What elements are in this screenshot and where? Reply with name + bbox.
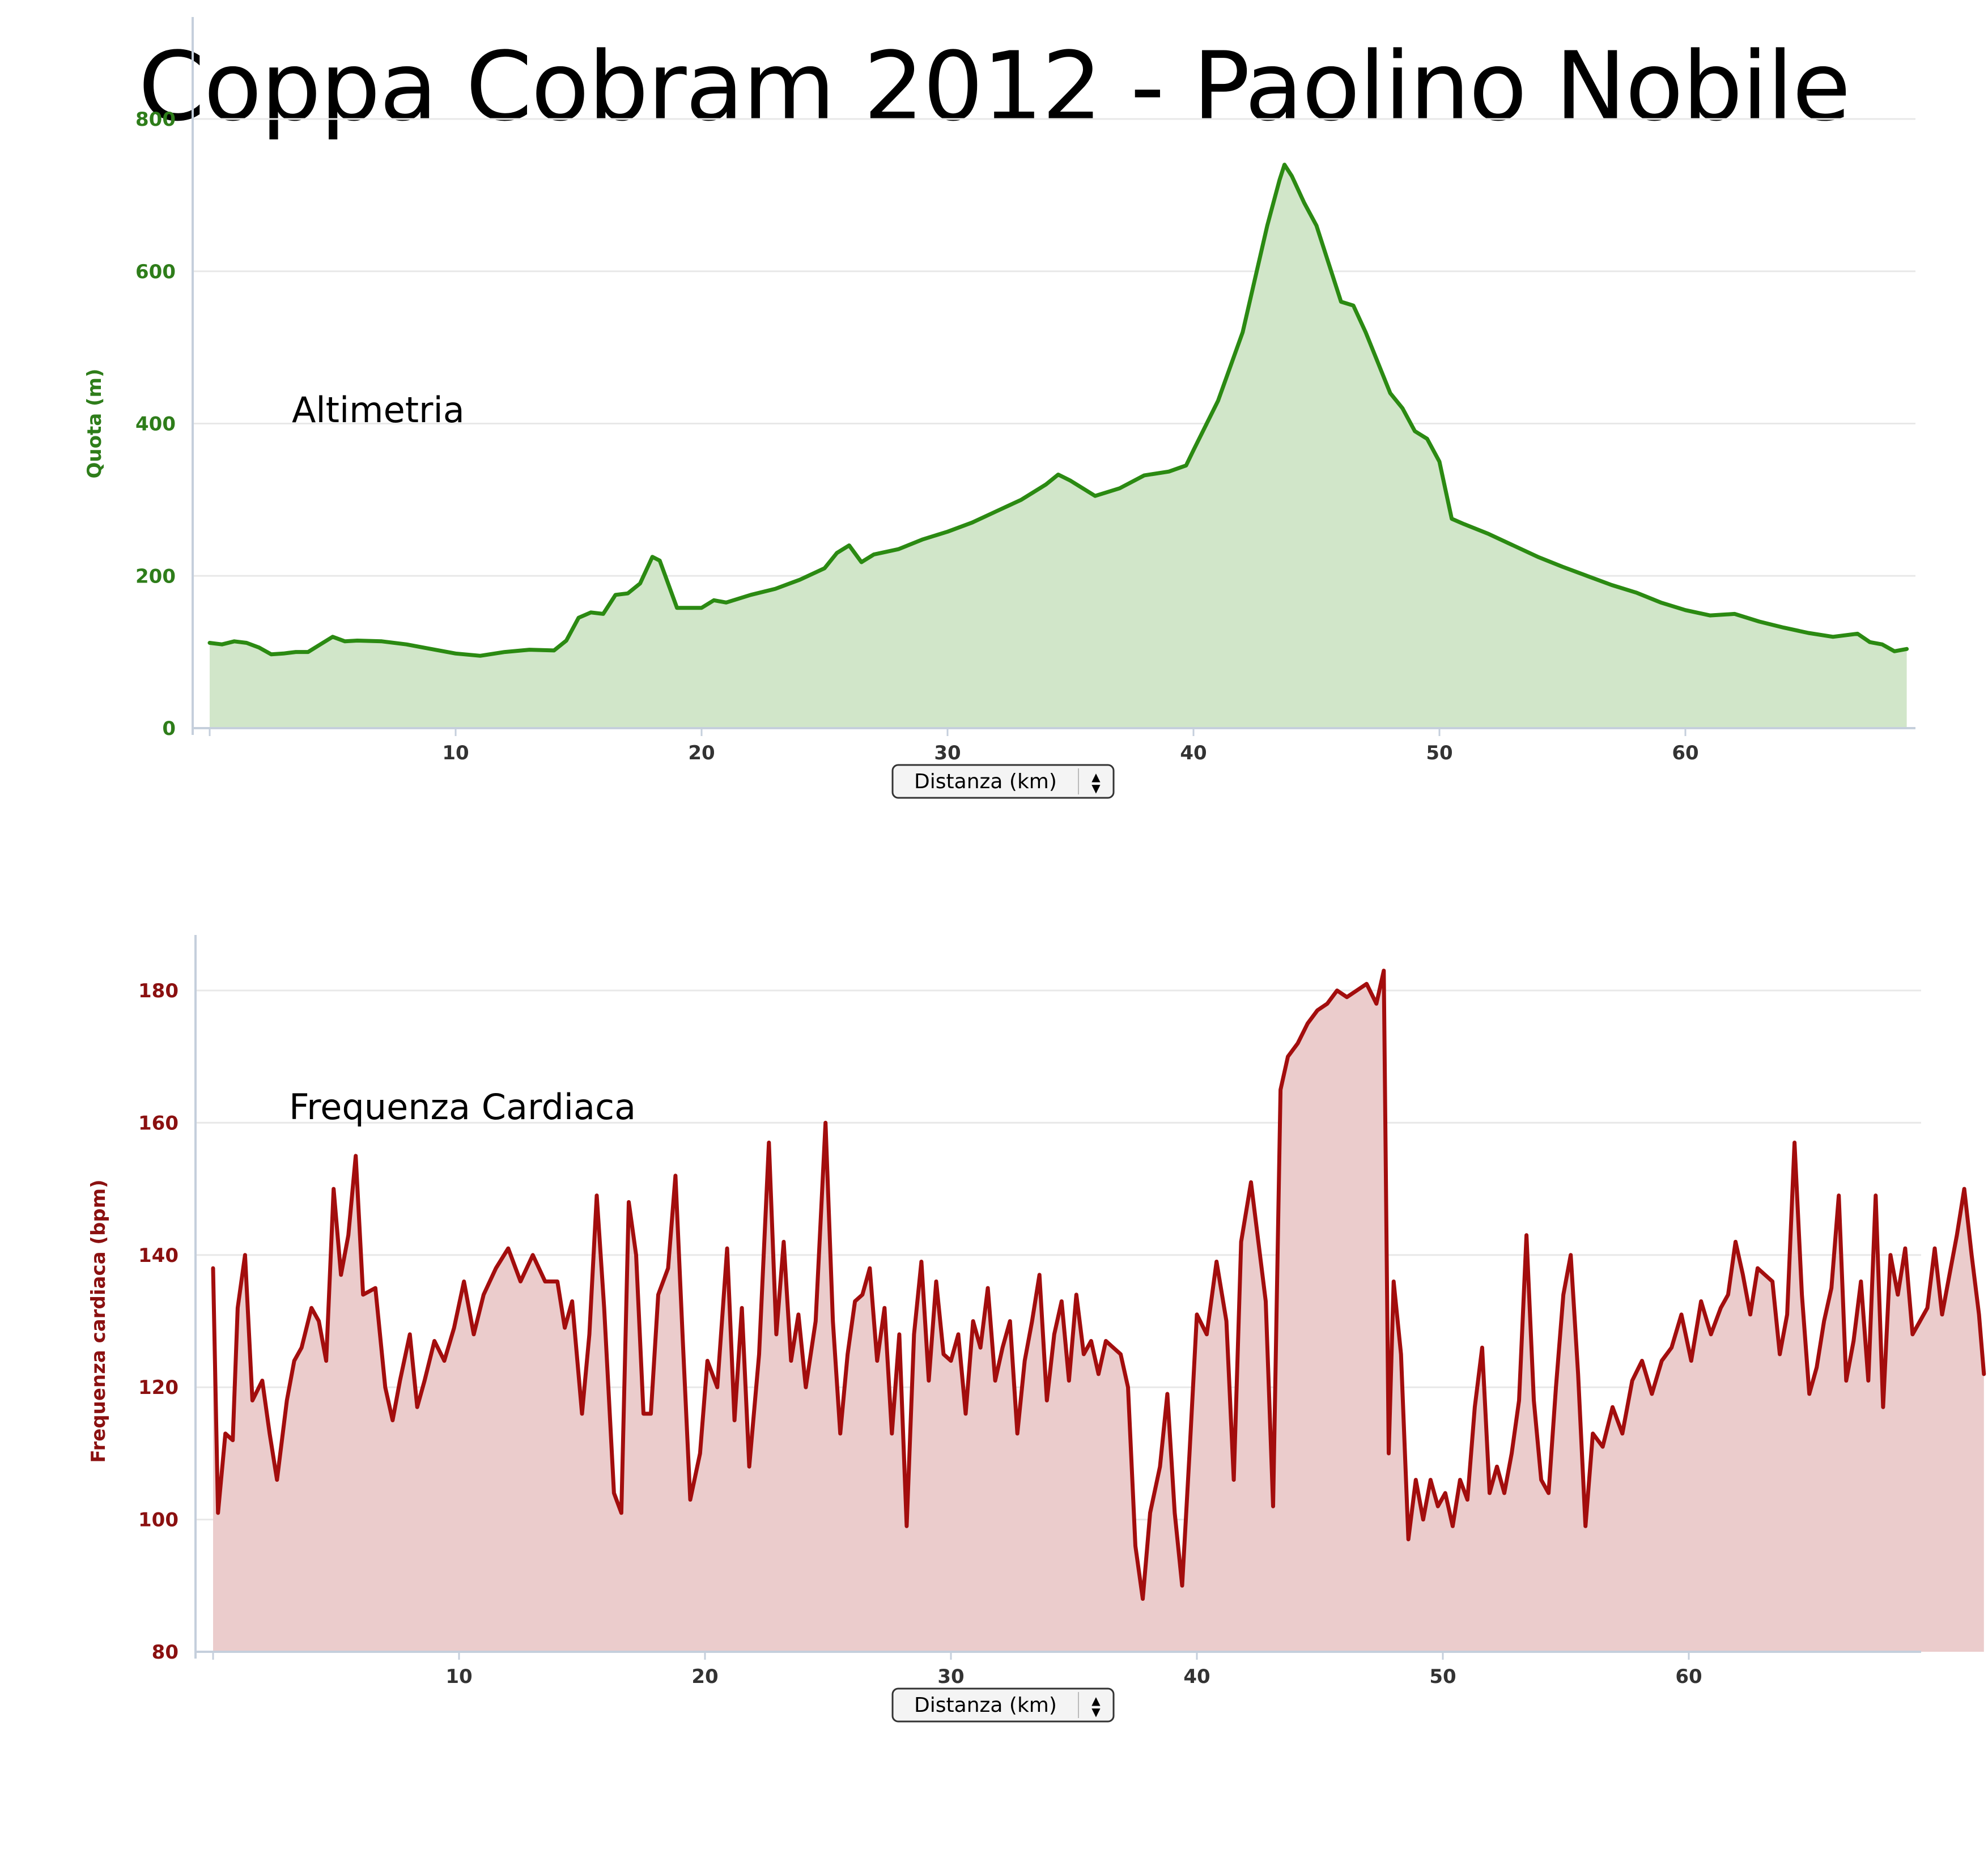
altimetria-y-tick-label: 200	[135, 565, 176, 588]
altimetria-y-tick-label: 800	[135, 108, 176, 131]
freq-x-tick-label: 30	[937, 1665, 964, 1688]
altimetria-y-axis-title: Quota (m)	[83, 368, 106, 478]
freq-x-tick-label: 40	[1183, 1665, 1210, 1688]
altimetria-x-axis-select[interactable]: Distanza (km) ▲▼	[891, 764, 1115, 799]
altimetria-gridlines	[193, 118, 1915, 577]
altimetria-annotation: Altimetria	[292, 389, 465, 431]
freq-select-label: Distanza (km)	[914, 1694, 1057, 1717]
freq-y-tick-label: 100	[138, 1509, 179, 1532]
altimetria-select-label: Distanza (km)	[914, 770, 1057, 793]
chevron-up-icon: ▲	[1091, 770, 1101, 784]
altimetria-x-tick-label: 40	[1180, 742, 1207, 764]
altimetria-y-tick-label: 0	[162, 717, 176, 740]
freq-y-tick-label: 160	[138, 1112, 179, 1134]
freq-x-tick-label: 50	[1429, 1665, 1456, 1688]
altimetria-x-tick-label: 60	[1672, 742, 1698, 764]
altimetria-select-box[interactable]	[891, 764, 1115, 799]
freq-y-tick-label: 120	[138, 1376, 179, 1399]
freq-y-tick-label: 80	[152, 1641, 179, 1664]
altimetria-x-tick-label: 30	[934, 742, 961, 764]
freq-y-axis-title: Frequenza cardiaca (bpm)	[87, 1179, 110, 1463]
freq-annotation: Frequenza Cardiaca	[289, 1086, 636, 1128]
freq-x-tick-label: 10	[445, 1665, 472, 1688]
freq-series-line	[211, 968, 1986, 1601]
altimetria-series-line	[207, 163, 1909, 658]
altimetria-x-tick-label: 50	[1426, 742, 1452, 764]
freq-x-tick-label: 60	[1675, 1665, 1702, 1688]
frequenza-cardiaca-chart: 80 100 120 140 160 180 10 20 30 40 50 60 Frequenza c…	[87, 935, 1986, 1723]
freq-select-box[interactable]	[891, 1687, 1115, 1723]
altimetria-area-fill	[210, 164, 1907, 729]
chevron-up-icon: ▲	[1091, 1694, 1101, 1707]
freq-x-tick-label: 20	[691, 1665, 718, 1688]
altimetria-chart: 0 200 400 600 800 10 20 30 40 50 60 Quota (m) Altime…	[83, 17, 1915, 799]
altimetria-y-tick-label: 400	[135, 413, 176, 436]
freq-y-tick-label: 180	[138, 980, 179, 1002]
freq-x-axis-select[interactable]: Distanza (km) ▲▼	[891, 1687, 1115, 1723]
chevron-down-icon: ▼	[1091, 781, 1101, 795]
altimetria-y-tick-label: 600	[135, 261, 176, 283]
altimetria-x-tick-label: 10	[442, 742, 469, 764]
page-title: Coppa Cobram 2012 - Paolino Nobile	[138, 31, 1851, 142]
altimetria-x-tick-label: 20	[688, 742, 715, 764]
chevron-down-icon: ▼	[1091, 1705, 1101, 1719]
freq-y-tick-label: 140	[138, 1244, 179, 1267]
